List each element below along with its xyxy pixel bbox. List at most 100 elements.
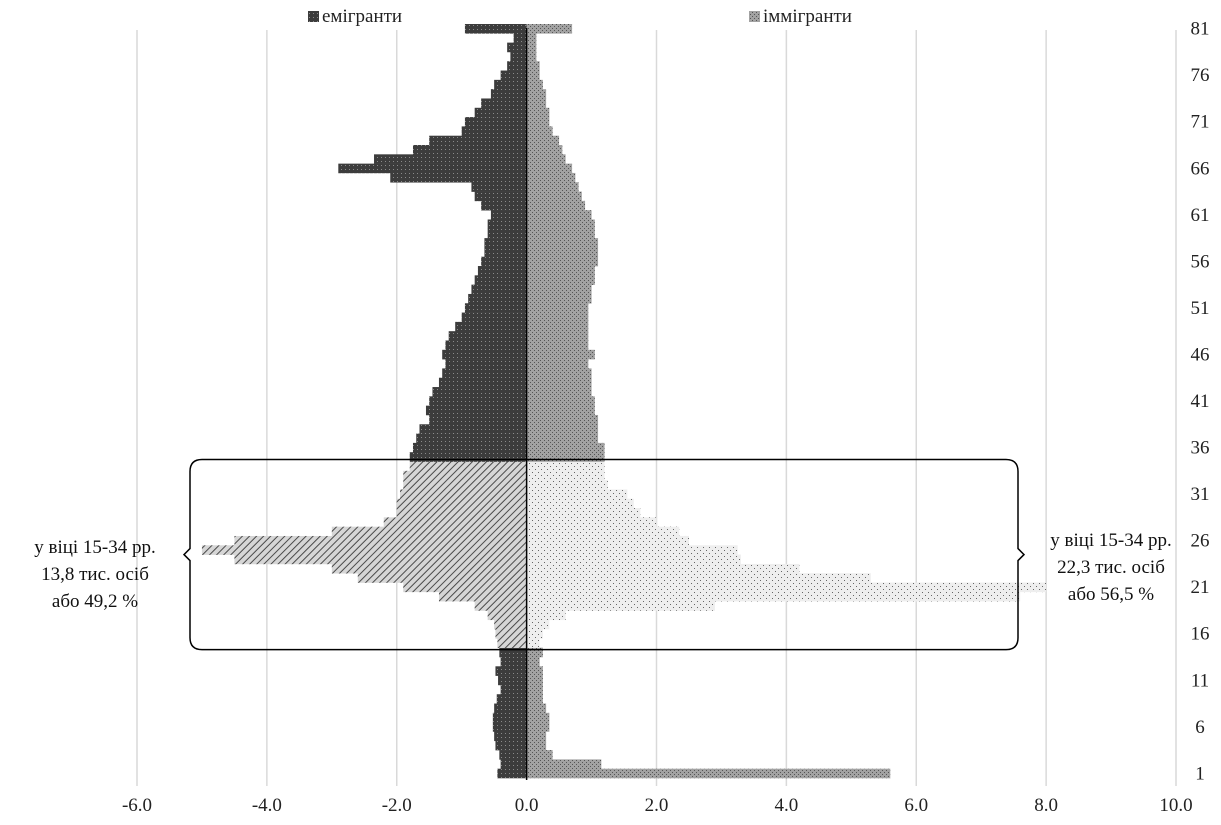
bar-immigrants-age-9 <box>526 694 543 704</box>
bar-immigrants-age-8 <box>526 703 547 714</box>
x-axis-ticks: -6.0 -4.0 -2.0 0.0 2.0 4.0 6.0 8.0 10.0 <box>122 795 1193 816</box>
bar-emigrants-age-22 <box>357 573 527 583</box>
bar-emigrants-age-20 <box>438 591 527 602</box>
x-tick-label-1: -4.0 <box>252 795 282 816</box>
bracket-left <box>182 458 203 651</box>
y-tick-label-5: 56 <box>1191 251 1210 272</box>
y-tick-label-8: 41 <box>1191 391 1210 412</box>
bar-emigrants-age-8 <box>494 703 527 714</box>
bar-immigrants-age-39 <box>526 414 599 425</box>
annotation-right-line-1: у віці 15-34 рр. <box>1050 530 1172 551</box>
bar-immigrants-age-19 <box>526 601 715 611</box>
x-tick-label-0: -6.0 <box>122 795 152 816</box>
bar-emigrants-age-56 <box>481 256 527 267</box>
bar-emigrants-age-79 <box>507 42 527 53</box>
bar-emigrants-age-63 <box>474 191 527 202</box>
bar-emigrants-age-10 <box>500 684 527 695</box>
x-tick-label-2: -2.0 <box>382 795 412 816</box>
bar-immigrants-age-47 <box>526 340 589 351</box>
bar-emigrants-age-4 <box>495 740 527 751</box>
bar-emigrants-age-43 <box>438 377 527 388</box>
bar-emigrants-age-24 <box>234 554 527 565</box>
y-tick-label-16: 1 <box>1195 763 1205 784</box>
bar-emigrants-age-60 <box>487 219 527 230</box>
bar-immigrants-age-71 <box>526 117 550 127</box>
bar-emigrants-age-68 <box>412 145 527 155</box>
bar-emigrants-age-26 <box>234 535 527 546</box>
bar-emigrants-age-1 <box>497 768 527 779</box>
legend-label-immigrants: іммігранти <box>763 6 852 27</box>
bar-emigrants-age-9 <box>496 694 527 704</box>
bar-immigrants-age-61 <box>526 210 592 220</box>
age-range-bracket <box>182 458 1026 651</box>
bar-emigrants-age-64 <box>471 182 527 192</box>
bar-emigrants-age-51 <box>464 303 527 313</box>
bar-emigrants-age-12 <box>495 666 527 676</box>
bar-immigrants-age-22 <box>526 573 871 583</box>
bar-emigrants-age-18 <box>487 610 527 621</box>
bar-emigrants-age-72 <box>474 107 527 118</box>
bar-emigrants-age-59 <box>487 228 527 239</box>
y-tick-label-4: 61 <box>1191 205 1210 226</box>
bar-emigrants-age-44 <box>442 368 527 379</box>
bar-immigrants-age-69 <box>526 135 560 146</box>
bar-emigrants-age-35 <box>409 452 527 462</box>
annotation-left-line-3: або 49,2 % <box>52 591 138 612</box>
bar-emigrants-age-42 <box>432 387 527 397</box>
bar-emigrants-age-69 <box>429 135 527 146</box>
y-tick-label-1: 76 <box>1191 65 1210 86</box>
bar-immigrants-age-32 <box>526 480 608 490</box>
bar-emigrants-age-80 <box>513 33 527 43</box>
x-tick-label-8: 10.0 <box>1159 795 1192 816</box>
bar-emigrants-age-66 <box>338 163 527 174</box>
bar-emigrants-age-49 <box>455 321 527 332</box>
legend-swatch-immigrants <box>749 11 760 22</box>
bar-immigrants-age-70 <box>526 126 553 137</box>
bar-emigrants-age-70 <box>461 126 527 137</box>
bar-emigrants-age-21 <box>403 582 527 593</box>
bar-immigrants-age-28 <box>526 517 657 527</box>
y-tick-label-10: 31 <box>1191 484 1210 505</box>
bar-emigrants-age-2 <box>500 759 527 769</box>
bar-emigrants-age-46 <box>442 349 527 360</box>
bar-emigrants-age-40 <box>425 405 527 416</box>
annotation-left: у віці 15-34 рр. 13,8 тис. осіб або 49,2… <box>34 537 156 612</box>
bar-emigrants-age-47 <box>445 340 527 351</box>
annotation-left-line-1: у віці 15-34 рр. <box>34 537 156 558</box>
bar-emigrants-age-32 <box>403 480 527 490</box>
bar-emigrants-age-50 <box>461 312 527 323</box>
bar-immigrants-age-14 <box>526 647 543 658</box>
bar-immigrants-age-3 <box>526 750 553 760</box>
annotation-left-line-2: 13,8 тис. осіб <box>41 564 149 585</box>
bar-immigrants-age-68 <box>526 145 563 155</box>
bar-emigrants-age-67 <box>374 154 527 164</box>
bar-emigrants-age-27 <box>331 526 527 537</box>
y-tick-label-9: 36 <box>1191 438 1210 459</box>
y-tick-label-6: 51 <box>1191 298 1210 319</box>
bar-immigrants-age-29 <box>526 508 641 518</box>
bar-immigrants-age-60 <box>526 219 595 230</box>
bar-immigrants-age-73 <box>526 98 547 109</box>
bar-immigrants-age-16 <box>526 629 543 639</box>
bar-immigrants-age-13 <box>526 656 540 667</box>
bar-immigrants-age-46 <box>526 349 595 360</box>
bar-emigrants-age-34 <box>409 461 527 472</box>
y-tick-label-3: 66 <box>1191 158 1210 179</box>
y-tick-label-0: 81 <box>1191 19 1210 40</box>
bar-emigrants-age-6 <box>492 722 527 732</box>
x-tick-label-4: 2.0 <box>645 795 669 816</box>
bracket-right <box>1005 458 1026 651</box>
bar-emigrants-age-52 <box>468 293 527 304</box>
bar-immigrants-age-34 <box>526 461 605 472</box>
bar-immigrants-age-50 <box>526 312 589 323</box>
bar-immigrants-age-76 <box>526 70 540 81</box>
bar-emigrants-age-16 <box>495 629 527 639</box>
bar-emigrants-age-29 <box>396 508 527 518</box>
bar-emigrants-age-23 <box>331 563 527 574</box>
bar-immigrants-age-41 <box>526 396 595 406</box>
bar-immigrants-age-54 <box>526 275 595 285</box>
bar-immigrants-age-78 <box>526 51 537 62</box>
bar-immigrants-age-2 <box>526 759 602 769</box>
bar-immigrants-age-24 <box>526 554 741 565</box>
